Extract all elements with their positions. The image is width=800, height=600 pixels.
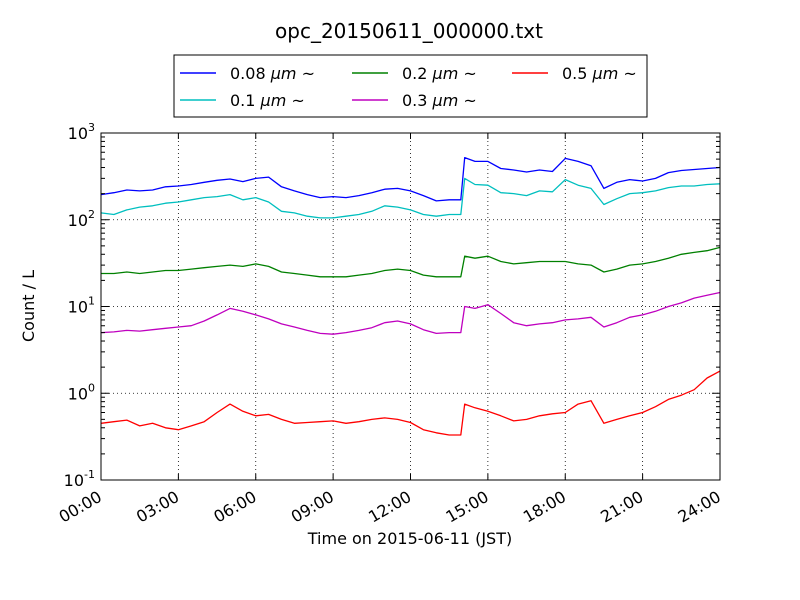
x-tick-label: 15:00 bbox=[442, 487, 491, 527]
legend-label: 0.1 μm ~ bbox=[230, 91, 305, 110]
legend-item: 0.1 μm ~ bbox=[180, 91, 305, 110]
legend-label: 0.2 μm ~ bbox=[402, 64, 477, 83]
legend-label: 0.5 μm ~ bbox=[562, 64, 637, 83]
series-line-0_2um bbox=[101, 246, 721, 278]
x-tick-label: 18:00 bbox=[520, 487, 569, 527]
legend-item: 0.3 μm ~ bbox=[352, 91, 477, 110]
series-line-0_1um bbox=[100, 177, 721, 219]
legend-frame bbox=[173, 54, 648, 118]
y-tick-label: 100 bbox=[68, 381, 95, 403]
series-line-0_3um bbox=[100, 291, 721, 335]
x-tick-label: 03:00 bbox=[133, 487, 182, 527]
series-line-0_08um bbox=[100, 156, 721, 202]
legend-label: 0.08 μm ~ bbox=[230, 64, 315, 83]
x-tick-label: 24:00 bbox=[675, 487, 724, 527]
y-axis-label: Count / L bbox=[19, 270, 38, 342]
plot-area: 00:00 03:00 06:00 09:00 12:00 15:00 18:00 21:00… bbox=[56, 121, 724, 527]
x-tick-label: 06:00 bbox=[210, 487, 259, 527]
x-tick-label: 21:00 bbox=[597, 487, 646, 527]
legend-item: 0.08 μm ~ bbox=[180, 64, 315, 83]
y-tick-label: 10-1 bbox=[64, 468, 95, 490]
x-tick-label: 09:00 bbox=[288, 487, 337, 527]
legend-item: 0.2 μm ~ bbox=[352, 64, 477, 83]
series-line-0_5um bbox=[100, 370, 721, 436]
x-axis-label: Time on 2015-06-11 (JST) bbox=[307, 529, 512, 548]
y-tick-label: 103 bbox=[68, 121, 95, 143]
x-tick-label: 00:00 bbox=[56, 487, 105, 527]
legend: 0.08 μm ~ 0.1 μm ~ 0.2 μm ~ 0.3 μm ~ 0.5 μm … bbox=[173, 54, 648, 118]
y-tick-label: 101 bbox=[68, 295, 95, 317]
legend-item: 0.5 μm ~ bbox=[512, 64, 637, 83]
chart-title: opc_20150611_000000.txt bbox=[275, 19, 543, 43]
x-tick-label: 12:00 bbox=[365, 487, 414, 527]
legend-label: 0.3 μm ~ bbox=[402, 91, 477, 110]
y-tick-label: 102 bbox=[68, 208, 95, 230]
